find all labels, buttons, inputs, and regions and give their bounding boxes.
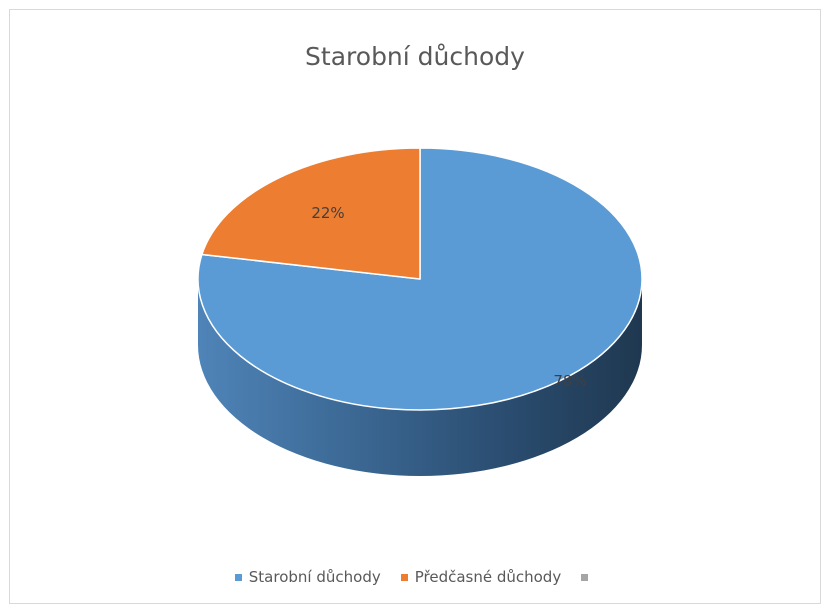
legend-swatch-predcasne xyxy=(400,573,408,581)
pie-slice-1[interactable] xyxy=(201,147,421,280)
legend-swatch-empty xyxy=(581,573,589,581)
chart-frame: Starobní důchody 78% 22% Starobní důchody… xyxy=(9,9,821,604)
legend-label-predcasne: Předčasné důchody xyxy=(414,568,562,586)
data-label-1: 22% xyxy=(311,204,344,222)
legend-label-starobni: Starobní důchody xyxy=(248,568,381,586)
legend: Starobní důchody Předčasné důchody xyxy=(10,568,820,586)
legend-item-predcasne[interactable]: Předčasné důchody xyxy=(400,568,562,586)
legend-swatch-starobni xyxy=(234,573,242,581)
pie-side-0 xyxy=(198,279,642,476)
legend-item-empty[interactable] xyxy=(581,573,595,581)
pie-chart: 78% 22% xyxy=(197,147,643,476)
legend-item-starobni[interactable]: Starobní důchody xyxy=(234,568,381,586)
data-label-0: 78% xyxy=(553,372,586,390)
chart-title: Starobní důchody xyxy=(305,42,525,71)
